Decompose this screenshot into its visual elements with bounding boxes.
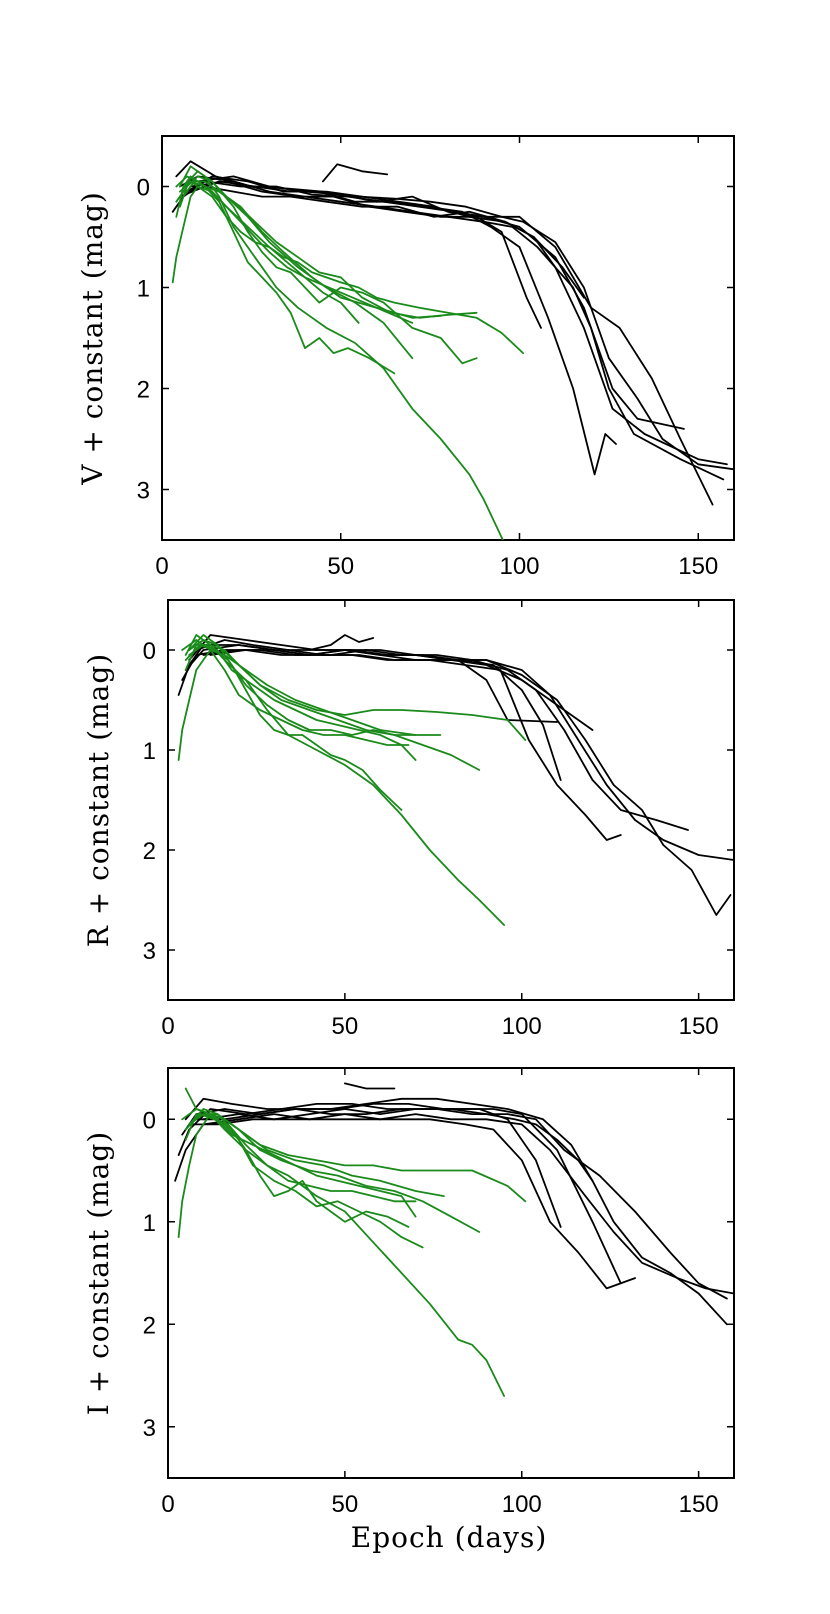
light-curve-slow — [202, 649, 594, 731]
y-tick-label: 2 — [143, 838, 156, 865]
axes-frame — [161, 135, 735, 541]
curves — [171, 160, 734, 540]
panel-v-band: V + constant (mag) 0 50 100 150 0 1 2 3 — [76, 135, 735, 580]
light-curve-fast — [188, 1113, 410, 1228]
light-curve-fast — [184, 644, 527, 741]
x-axis-label: Epoch (days) — [351, 1521, 548, 1554]
y-tick-label: 1 — [143, 1210, 156, 1237]
light-curve-slow — [189, 180, 728, 466]
light-curve-slow — [344, 1082, 396, 1090]
x-tick-label: 150 — [679, 1013, 719, 1040]
x-tick-label: 50 — [332, 1013, 359, 1040]
curves — [177, 634, 734, 926]
light-curve-slow — [322, 163, 389, 183]
panel-r-band: R + constant (mag) 0 50 100 150 0 1 2 3 — [82, 599, 735, 1040]
y-axis-label: I + constant (mag) — [82, 1131, 115, 1415]
light-curve-fast — [188, 644, 417, 761]
light-curve-fast — [181, 1108, 424, 1249]
light-curve-slow — [179, 175, 725, 481]
y-axis-label: R + constant (mag) — [82, 653, 115, 947]
light-curve-fast — [184, 1113, 527, 1203]
light-curve-slow — [195, 1097, 728, 1326]
y-tick-label: 3 — [137, 478, 150, 505]
y-axis-label: V + constant (mag) — [76, 191, 109, 486]
x-tick-label: 100 — [502, 1013, 542, 1040]
x-tick-label: 100 — [502, 1491, 542, 1518]
light-curve-fast — [184, 1113, 417, 1203]
x-tick-label: 150 — [678, 553, 718, 580]
light-curve-fast — [181, 639, 410, 746]
light-curve-slow — [202, 1108, 594, 1182]
panel-i-band: I + constant (mag) 0 50 100 150 0 1 2 3 — [82, 1067, 735, 1518]
y-tick-label: 2 — [143, 1312, 156, 1339]
light-curve-fast — [182, 170, 478, 365]
light-curve-slow — [181, 1108, 728, 1300]
x-tick-label: 50 — [327, 553, 354, 580]
y-tick-label: 0 — [137, 175, 150, 202]
light-curve-fast — [177, 649, 442, 761]
light-curve-fast — [179, 180, 396, 375]
light-curve-fast — [179, 175, 414, 360]
x-tick-label: 0 — [161, 1491, 174, 1518]
curves — [174, 1082, 734, 1397]
y-tick-label: 0 — [143, 638, 156, 665]
light-curve-fast — [188, 639, 403, 811]
y-tick-label: 3 — [143, 1415, 156, 1442]
x-tick-label: 0 — [155, 553, 168, 580]
x-tick-label: 150 — [679, 1491, 719, 1518]
light-curve-slow — [177, 1103, 622, 1285]
light-curve-fast — [175, 180, 524, 354]
light-curve-fast — [184, 644, 417, 736]
y-tick-label: 1 — [143, 738, 156, 765]
y-tick-label: 3 — [143, 938, 156, 965]
light-curve-slow — [188, 634, 562, 781]
light-curve-slow — [184, 1097, 562, 1228]
x-tick-label: 100 — [499, 553, 539, 580]
y-tick-label: 2 — [137, 377, 150, 404]
axes-frame — [167, 599, 735, 1001]
y-tick-label: 0 — [143, 1107, 156, 1134]
x-tick-label: 0 — [161, 1013, 174, 1040]
light-curve-slow — [174, 1113, 734, 1295]
light-curve-slow — [196, 175, 685, 430]
x-tick-label: 50 — [332, 1491, 359, 1518]
light-curve-slow — [308, 634, 375, 651]
light-curve-fast — [182, 180, 442, 319]
light-curve-fast — [175, 175, 360, 324]
light-curve-slow — [209, 649, 558, 723]
y-tick-label: 1 — [137, 276, 150, 303]
axes-frame — [167, 1067, 735, 1479]
light-curve-slow — [188, 1118, 636, 1290]
light-curve-fast — [179, 165, 504, 540]
